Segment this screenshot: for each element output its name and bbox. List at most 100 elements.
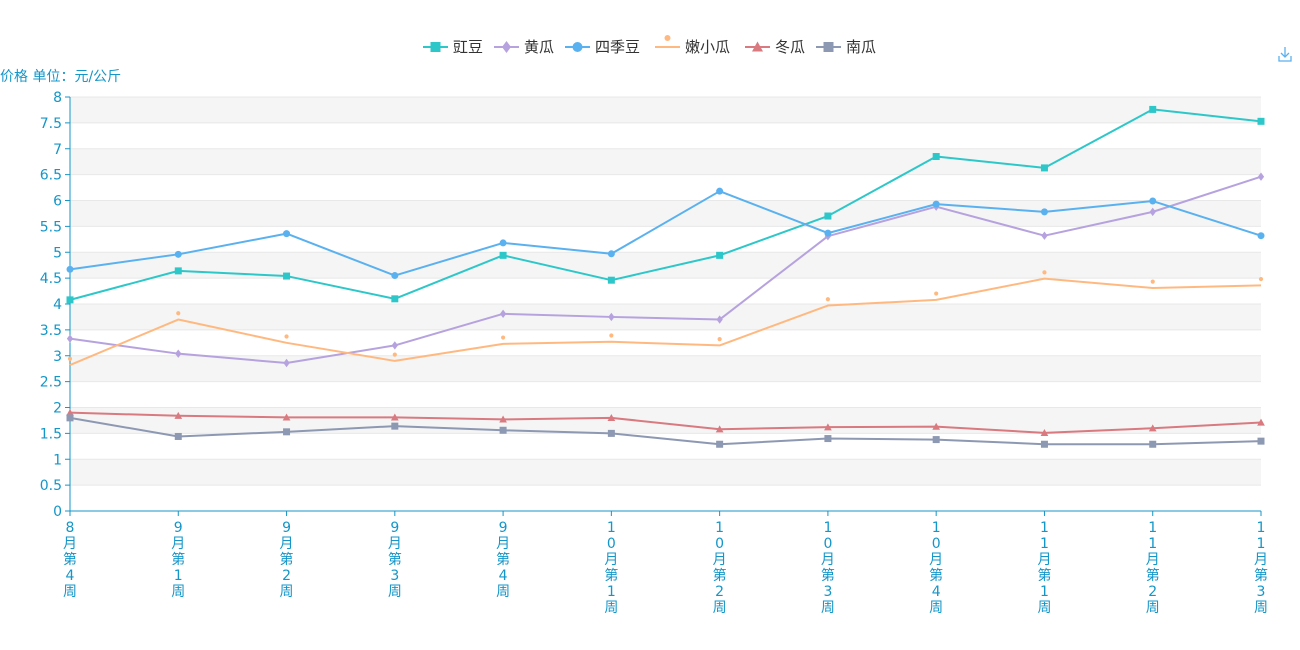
- data-point[interactable]: [391, 341, 398, 350]
- data-point[interactable]: [1257, 172, 1265, 181]
- grid: [70, 96, 1261, 486]
- legend-item[interactable]: 嫩小瓜: [655, 35, 730, 56]
- x-tick-label: 9 月第 3 周: [388, 520, 402, 600]
- data-point[interactable]: [1040, 440, 1048, 448]
- download-icon: [1278, 47, 1292, 62]
- data-point[interactable]: [499, 309, 507, 319]
- y-tick-label: 5.5: [40, 219, 62, 235]
- legend-symbol[interactable]: [823, 42, 834, 52]
- data-point[interactable]: [1257, 437, 1265, 445]
- data-point[interactable]: [715, 425, 724, 433]
- data-point[interactable]: [717, 337, 722, 342]
- data-point[interactable]: [283, 230, 291, 238]
- data-point[interactable]: [176, 311, 181, 316]
- data-point[interactable]: [716, 440, 724, 448]
- data-point[interactable]: [609, 333, 614, 338]
- data-point[interactable]: [716, 251, 724, 259]
- data-point[interactable]: [174, 432, 182, 440]
- data-point[interactable]: [391, 272, 399, 280]
- series-line: [69, 277, 1262, 366]
- data-point[interactable]: [607, 276, 615, 284]
- data-point[interactable]: [932, 153, 940, 161]
- legend-symbol[interactable]: [752, 41, 763, 52]
- data-point[interactable]: [283, 272, 291, 280]
- data-point[interactable]: [1041, 231, 1048, 240]
- data-point[interactable]: [499, 239, 507, 247]
- data-point[interactable]: [716, 187, 724, 195]
- y-tick-label: 8: [53, 90, 62, 106]
- data-point[interactable]: [932, 422, 941, 430]
- legend-symbol[interactable]: [502, 41, 511, 53]
- data-point[interactable]: [66, 296, 74, 304]
- data-point[interactable]: [390, 413, 399, 421]
- data-point[interactable]: [174, 411, 183, 419]
- grid-band: [70, 407, 1261, 434]
- data-point[interactable]: [174, 250, 182, 258]
- data-point[interactable]: [391, 422, 399, 430]
- data-point[interactable]: [716, 315, 723, 324]
- data-point[interactable]: [1042, 270, 1047, 275]
- data-point[interactable]: [607, 250, 615, 258]
- data-point[interactable]: [284, 334, 289, 339]
- data-point[interactable]: [934, 291, 939, 296]
- data-point[interactable]: [1257, 232, 1265, 240]
- data-point[interactable]: [499, 251, 507, 259]
- series-3: [66, 187, 1265, 280]
- legend-symbol[interactable]: [572, 42, 583, 52]
- legend-item[interactable]: 南瓜: [816, 38, 876, 56]
- data-point[interactable]: [825, 297, 831, 302]
- data-point[interactable]: [608, 312, 615, 322]
- data-point[interactable]: [174, 267, 182, 275]
- data-point[interactable]: [175, 349, 182, 358]
- data-point[interactable]: [824, 212, 832, 220]
- data-point[interactable]: [1149, 105, 1157, 113]
- legend-label: 冬瓜: [775, 38, 805, 56]
- legend-symbol[interactable]: [664, 35, 671, 41]
- data-point[interactable]: [1149, 207, 1156, 217]
- data-point[interactable]: [932, 200, 940, 208]
- data-point[interactable]: [499, 426, 507, 434]
- data-point[interactable]: [66, 408, 74, 416]
- data-point[interactable]: [607, 429, 615, 437]
- data-point[interactable]: [1040, 164, 1048, 172]
- data-point[interactable]: [283, 358, 290, 368]
- data-point[interactable]: [391, 295, 399, 303]
- legend-item[interactable]: 四季豆: [565, 38, 640, 56]
- data-point[interactable]: [392, 352, 397, 357]
- data-point[interactable]: [1040, 429, 1049, 437]
- data-point[interactable]: [1257, 117, 1265, 125]
- data-point[interactable]: [66, 334, 74, 343]
- y-tick-label: 2.5: [40, 375, 62, 391]
- y-tick-label: 0.5: [40, 478, 62, 494]
- legend-item[interactable]: 黄瓜: [494, 38, 554, 56]
- legend-symbol[interactable]: [430, 42, 441, 52]
- download-button[interactable]: [1278, 47, 1292, 62]
- data-point[interactable]: [1149, 197, 1157, 205]
- data-point[interactable]: [824, 423, 832, 431]
- data-point[interactable]: [283, 428, 291, 436]
- x-tick-label: 1 1 月第 3 周: [1254, 520, 1268, 616]
- data-point[interactable]: [499, 415, 507, 423]
- data-point[interactable]: [67, 356, 73, 361]
- legend-item[interactable]: 豇豆: [423, 38, 483, 56]
- legend[interactable]: 豇豆 黄瓜 四季豆 嫩小瓜 冬瓜 南瓜: [423, 35, 876, 56]
- data-point[interactable]: [1040, 208, 1048, 216]
- data-point[interactable]: [607, 414, 616, 421]
- grid-band: [70, 355, 1261, 382]
- data-point[interactable]: [500, 335, 506, 340]
- data-point[interactable]: [66, 265, 74, 273]
- data-point[interactable]: [66, 414, 74, 422]
- series-6: [66, 414, 1265, 448]
- data-point[interactable]: [1150, 279, 1155, 284]
- y-tick-label: 2: [53, 401, 62, 417]
- data-point[interactable]: [1258, 276, 1264, 282]
- data-point[interactable]: [824, 435, 832, 443]
- data-point[interactable]: [282, 413, 291, 421]
- data-point[interactable]: [1257, 418, 1265, 426]
- data-point[interactable]: [1148, 424, 1157, 432]
- data-point[interactable]: [1149, 440, 1157, 448]
- series-4: [67, 270, 1264, 366]
- data-point[interactable]: [824, 229, 832, 237]
- data-point[interactable]: [932, 436, 940, 444]
- legend-item[interactable]: 冬瓜: [745, 38, 805, 56]
